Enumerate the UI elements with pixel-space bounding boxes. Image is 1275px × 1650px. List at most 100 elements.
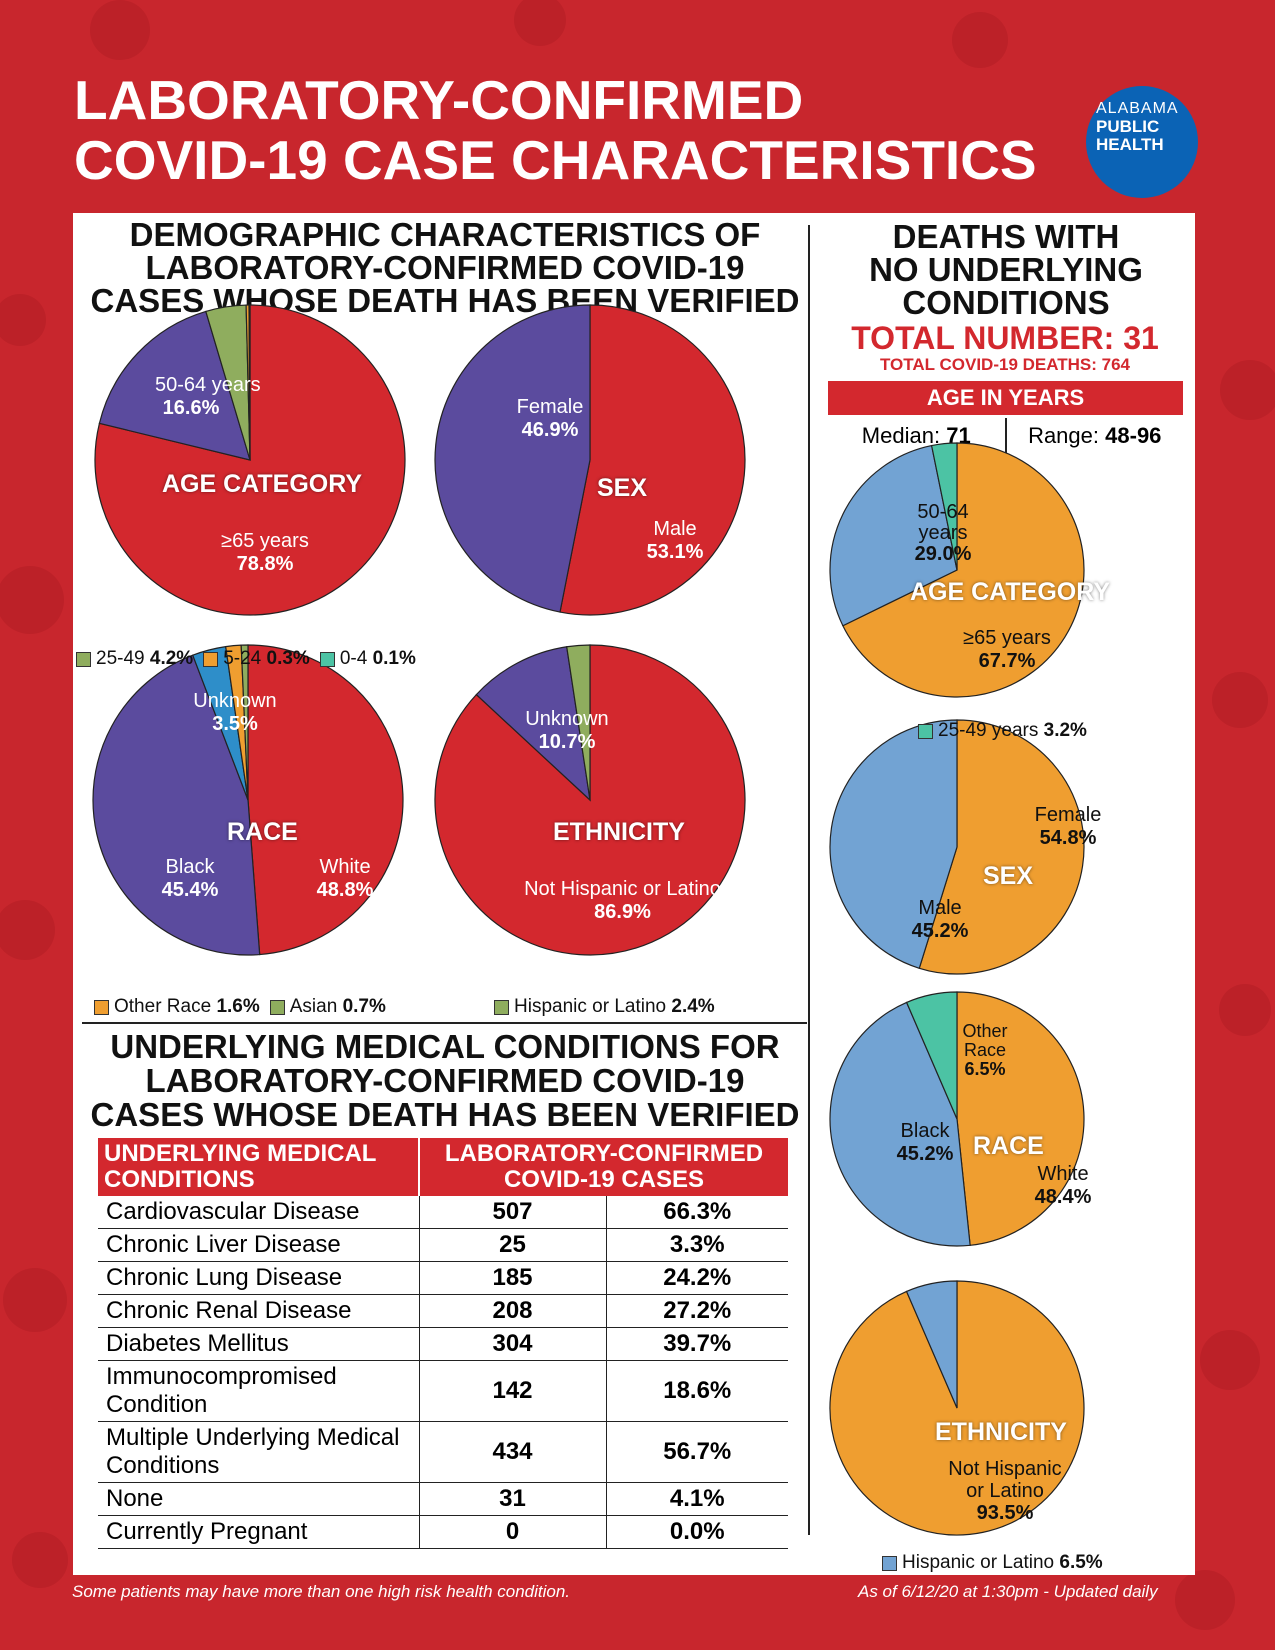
conditions-table-body: Cardiovascular Disease 507 66.3% Chronic Li… — [98, 1196, 788, 1549]
no-underlying-heading: DEATHS WITH NO UNDERLYING CONDITIONS — [848, 220, 1164, 319]
label-pct: 3.5% — [212, 713, 258, 735]
condition-cell: Chronic Lung Disease — [98, 1261, 420, 1295]
ethnicity-legend: Hispanic or Latino 2.4% — [494, 996, 725, 1018]
condition-cell: Currently Pregnant — [98, 1515, 420, 1549]
legend-pct: 3.2% — [1043, 720, 1087, 741]
label-text: Female — [1034, 804, 1102, 826]
range-value: 48-96 — [1105, 423, 1162, 448]
percent-cell: 18.6% — [606, 1360, 788, 1422]
label-pct: 10.7% — [538, 731, 596, 753]
header-text: UNDERLYING MEDICAL — [104, 1140, 377, 1167]
condition-cell: None — [98, 1482, 420, 1516]
header-text: COVID-19 CASES — [503, 1166, 705, 1193]
nu-race-label-black: Black 45.2% — [890, 1120, 960, 1166]
percent-cell: 24.2% — [606, 1261, 788, 1295]
table-header-row: UNDERLYING MEDICAL CONDITIONS LABORATORY-… — [98, 1138, 788, 1196]
age-stats: Median: 71 Range: 48-96 — [828, 418, 1183, 454]
label-pct: 45.2% — [896, 1143, 954, 1165]
table-row: Multiple Underlying Medical Conditions 43… — [98, 1421, 788, 1483]
demographics-heading-line: LABORATORY-CONFIRMED COVID-19 — [145, 249, 745, 286]
nu_sex-slice-male — [829, 719, 958, 970]
nu-race-pie-title: RACE — [973, 1132, 1044, 1160]
race-pie-title: RACE — [227, 818, 298, 846]
nu-age-pie-title: AGE CATEGORY — [910, 578, 1111, 606]
legend-swatch — [319, 651, 335, 667]
label-text: Not Hispanic or Latino — [524, 878, 721, 900]
legend-pct: 4.2% — [149, 648, 194, 669]
nu_sex-pie — [829, 719, 1085, 975]
race-slice-white — [247, 644, 404, 956]
age-label-50-64: 50-64 years 16.6% — [155, 374, 261, 420]
legend-label: 25-49 years — [938, 720, 1039, 741]
conditions-table: UNDERLYING MEDICAL CONDITIONS LABORATORY-… — [98, 1138, 788, 1549]
nu_ethnicity-pie — [829, 1280, 1085, 1536]
age-slice-0-4 — [248, 304, 251, 461]
label-text: Male — [653, 518, 697, 540]
nu-eth-label-not-hispanic: Not Hispanic or Latino 93.5% — [940, 1458, 1070, 1524]
condition-cell: Multiple Underlying Medical Conditions — [98, 1421, 420, 1483]
label-text: Black — [165, 856, 215, 878]
label-text: Unknown — [525, 708, 609, 730]
no-underlying-heading-line: CONDITIONS — [902, 284, 1110, 321]
sex-slice-male — [559, 304, 746, 616]
legend-swatch — [94, 999, 109, 1015]
label-pct: 78.8% — [236, 553, 294, 575]
legend-label: Hispanic or Latino — [902, 1552, 1055, 1573]
condition-cell: Chronic Renal Disease — [98, 1294, 420, 1328]
header-conditions: UNDERLYING MEDICAL CONDITIONS — [98, 1138, 420, 1196]
legend-pct: 0.3% — [266, 648, 310, 669]
label-text: 50-64 years — [155, 374, 261, 396]
legend-pct: 0.1% — [372, 648, 416, 669]
sex-label-female: Female 46.9% — [505, 396, 595, 442]
label-pct: 67.7% — [978, 650, 1036, 672]
legend-swatch — [882, 1555, 897, 1571]
logo-text-2: PUBLIC — [1096, 117, 1160, 136]
percent-cell: 66.3% — [606, 1196, 788, 1229]
condition-cell: Chronic Liver Disease — [98, 1228, 420, 1262]
nu-ethnicity-legend: Hispanic or Latino 6.5% — [882, 1552, 1113, 1574]
table-row: Chronic Lung Disease 185 24.2% — [98, 1261, 788, 1295]
nu-sex-label-male: Male 45.2% — [905, 897, 975, 943]
conditions-heading-line: LABORATORY-CONFIRMED COVID-19 — [145, 1062, 745, 1099]
condition-cell: Cardiovascular Disease — [98, 1196, 420, 1229]
no-underlying-heading-line: DEATHS WITH — [892, 218, 1120, 255]
legend-pct: 6.5% — [1059, 1552, 1103, 1573]
legend-swatch — [494, 999, 509, 1015]
header-text: LABORATORY-CONFIRMED — [444, 1140, 764, 1167]
nu_age-pie — [829, 442, 1085, 698]
legend-item: 5-24 0.3% — [203, 648, 310, 670]
age-in-years-bar: AGE IN YEARS — [828, 381, 1183, 415]
label-pct: 16.6% — [162, 397, 220, 419]
total-number: TOTAL NUMBER: 31 — [851, 320, 1159, 356]
label-pct: 48.8% — [316, 879, 374, 901]
median-stat: Median: 71 — [828, 418, 1005, 454]
label-pct: 86.9% — [594, 901, 651, 923]
nu_age-slice-25-49-years — [930, 442, 958, 571]
label-pct: 48.4% — [1034, 1186, 1092, 1208]
nu-race-label-other: Other Race 6.5% — [955, 1022, 1015, 1079]
count-cell: 0 — [419, 1515, 607, 1549]
demographics-heading: DEMOGRAPHIC CHARACTERISTICS OF LABORATOR… — [84, 218, 806, 317]
label-text: or Latino — [966, 1480, 1044, 1502]
page-title: LABORATORY-CONFIRMED COVID-19 CASE CHARA… — [74, 70, 1037, 190]
nu_race-slice-white — [956, 991, 1085, 1246]
total-deaths: TOTAL COVID-19 DEATHS: 764 — [879, 355, 1130, 374]
sex-pie-title: SEX — [597, 474, 648, 502]
age-pie-title: AGE CATEGORY — [162, 470, 363, 498]
nu-sex-pie-title: SEX — [983, 862, 1034, 890]
nu-age-label-65: ≥65 years 67.7% — [952, 627, 1062, 673]
race-label-white: White 48.8% — [300, 856, 390, 902]
title-line-2: COVID-19 CASE CHARACTERISTICS — [74, 129, 1037, 191]
label-text: Female — [516, 396, 584, 418]
label-text: White — [319, 856, 371, 878]
legend-swatch — [918, 723, 933, 739]
nu_age-slice--65-years — [842, 442, 1085, 698]
nu_race-slice-black — [829, 1001, 971, 1247]
nu-age-label-50-64: 50-64 years 29.0% — [908, 502, 978, 565]
conditions-heading-line: CASES WHOSE DEATH HAS BEEN VERIFIED — [90, 1096, 800, 1133]
ethnicity-slice-unknown — [475, 646, 591, 802]
race-legend: Other Race 1.6% Asian 0.7% — [94, 996, 396, 1018]
legend-item: 25-49 4.2% — [76, 648, 193, 670]
